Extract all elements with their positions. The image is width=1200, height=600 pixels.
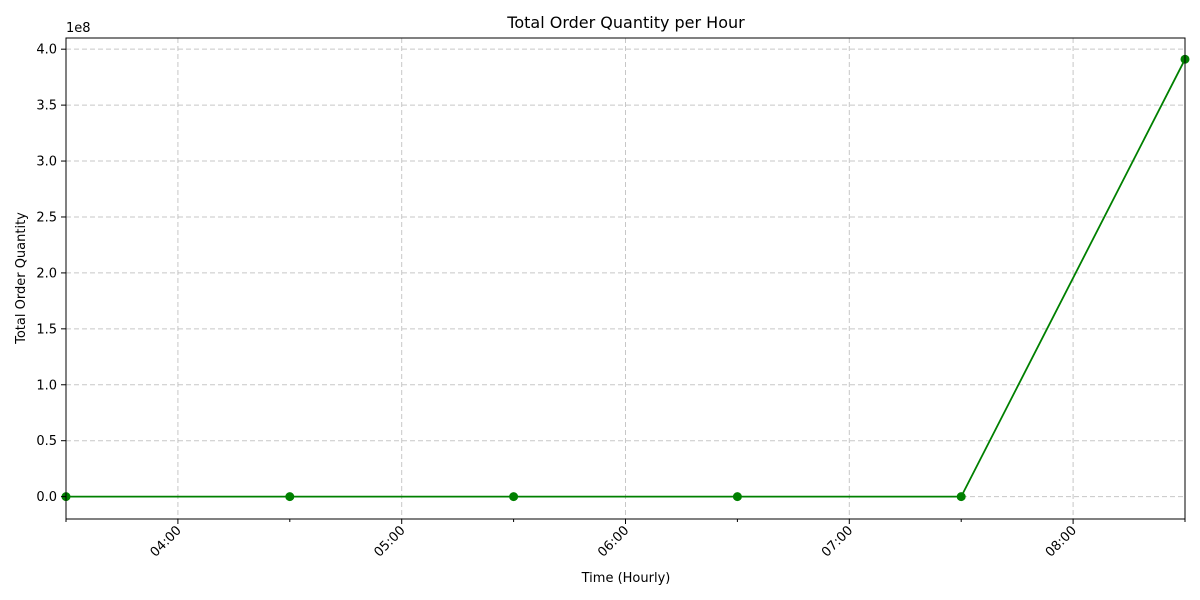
y-tick-label: 2.5 [36,210,57,225]
y-tick-label: 0.0 [36,490,57,505]
y-axis-label: Total Order Quantity [14,212,29,345]
data-point [285,492,295,502]
data-point [956,492,966,502]
y-tick-label: 1.5 [36,322,57,337]
chart-title: Total Order Quantity per Hour [506,13,745,32]
y-tick-label: 3.0 [36,155,57,170]
y-tick-label: 0.5 [36,434,57,449]
y-tick-label: 4.0 [36,43,57,58]
y-tick-label: 2.0 [36,266,57,281]
y-axis: 0.0 0.5 1.0 1.5 2.0 2.5 3.0 3.5 4.0 [36,43,66,505]
grid [66,38,1185,519]
series-layer [61,54,1190,502]
series-line [66,58,1186,498]
y-offset-label: 1e8 [66,21,91,36]
y-tick-label: 1.0 [36,378,57,393]
y-tick-label: 3.5 [36,99,57,114]
data-point [732,492,742,502]
x-axis-label: Time (Hourly) [581,571,671,586]
data-point [509,492,519,502]
